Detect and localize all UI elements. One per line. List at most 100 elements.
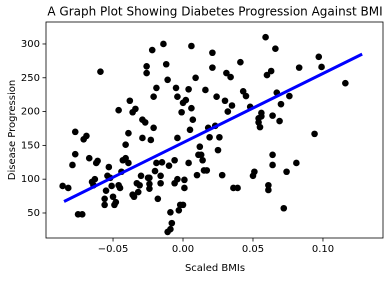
scatter-point xyxy=(102,187,110,194)
y-tick-label: 300 xyxy=(21,39,40,50)
scatter-point xyxy=(311,130,318,138)
scatter-point xyxy=(221,97,229,105)
y-axis-label: Disease Progression xyxy=(7,80,18,180)
scatter-point xyxy=(122,141,129,149)
scatter-point xyxy=(134,188,142,196)
scatter-point xyxy=(280,204,288,212)
scatter-point xyxy=(218,171,226,179)
scatter-point xyxy=(262,33,269,41)
scatter-point xyxy=(64,184,72,192)
scatter-point xyxy=(115,106,122,114)
scatter-point xyxy=(150,124,157,132)
scatter-point xyxy=(318,63,325,71)
scatter-point xyxy=(167,225,174,233)
scatter-point xyxy=(147,136,155,144)
scatter-point xyxy=(188,42,195,50)
scatter-point xyxy=(151,167,159,175)
scatter-point xyxy=(256,123,264,131)
scatter-point xyxy=(101,201,108,209)
scatter-point xyxy=(105,163,113,171)
scatter-point xyxy=(199,156,206,164)
scatter-point xyxy=(168,219,176,227)
scatter-point xyxy=(146,180,153,188)
scatter-point xyxy=(263,71,271,79)
scatter-point xyxy=(91,175,99,183)
scatter-point xyxy=(227,73,234,81)
scatter-point xyxy=(185,159,192,167)
y-tick-label: 50 xyxy=(27,208,40,219)
scatter-point xyxy=(101,195,108,203)
scatter-point xyxy=(97,68,104,75)
scatter-point xyxy=(272,45,279,53)
scatter-point xyxy=(283,168,290,176)
scatter-point xyxy=(83,132,90,140)
x-tick-label: −0.05 xyxy=(98,244,129,255)
y-tick-label: 100 xyxy=(21,174,40,185)
plot-frame xyxy=(45,21,384,239)
scatter-point xyxy=(181,184,188,192)
regression-line xyxy=(63,52,363,203)
scatter-point xyxy=(242,92,250,100)
scatter-point xyxy=(162,60,170,68)
scatter-point xyxy=(223,69,230,77)
scatter-point xyxy=(153,159,160,167)
y-tick-label: 250 xyxy=(21,73,40,84)
scatter-point xyxy=(269,112,276,119)
scatter-point xyxy=(132,105,139,113)
scatter-point xyxy=(258,113,265,120)
scatter-point xyxy=(277,100,285,108)
scatter-point xyxy=(146,174,153,182)
scatter-point xyxy=(108,182,115,190)
scatter-point xyxy=(174,134,181,142)
scatter-point xyxy=(172,84,180,92)
scatter-point xyxy=(276,117,283,125)
scatter-point xyxy=(265,186,272,194)
scatter-point xyxy=(209,49,216,57)
scatter-point xyxy=(182,96,190,104)
scatter-point xyxy=(143,62,150,70)
x-axis-label: Scaled BMIs xyxy=(185,263,245,274)
scatter-point xyxy=(116,184,124,192)
scatter-point xyxy=(206,133,213,141)
scatter-point xyxy=(179,201,187,209)
scatter-point xyxy=(148,46,156,54)
scatter-point xyxy=(189,116,197,123)
x-tick-label: 0.10 xyxy=(312,244,334,255)
scatter-point xyxy=(164,76,171,84)
scatter-point xyxy=(136,181,143,189)
scatter-point xyxy=(171,156,178,164)
scatter-point xyxy=(174,175,181,183)
scatter-point xyxy=(126,97,134,105)
scatter-point xyxy=(234,184,241,192)
scatter-point xyxy=(78,211,86,218)
scatter-point xyxy=(125,129,132,137)
scatter-point xyxy=(202,86,209,94)
scatter-point xyxy=(130,193,138,201)
scatter-point xyxy=(237,58,244,66)
scatter-point xyxy=(141,119,149,126)
x-tick-label: 0.00 xyxy=(172,244,194,255)
scatter-point xyxy=(203,167,211,174)
scatter-point xyxy=(165,162,173,169)
scatter-point xyxy=(85,154,93,162)
scatter-point xyxy=(137,172,145,180)
scatter-point xyxy=(295,64,303,71)
scatter-point xyxy=(154,195,162,203)
scatter-point xyxy=(269,151,276,159)
scatter-point xyxy=(125,159,132,167)
scatter-point xyxy=(188,104,195,112)
scatter-point xyxy=(269,161,276,169)
scatter-point xyxy=(186,126,194,134)
scatter-point xyxy=(69,161,76,169)
scatter-point xyxy=(158,158,166,166)
scatter-point xyxy=(160,40,167,48)
scatter-point xyxy=(228,102,236,109)
scatter-point xyxy=(143,69,150,77)
scatter-point xyxy=(196,143,204,151)
scatter-point xyxy=(71,128,79,136)
scatter-point xyxy=(192,74,199,82)
scatter-point xyxy=(71,150,79,158)
scatter-point xyxy=(175,206,183,214)
scatter-point xyxy=(216,133,223,141)
